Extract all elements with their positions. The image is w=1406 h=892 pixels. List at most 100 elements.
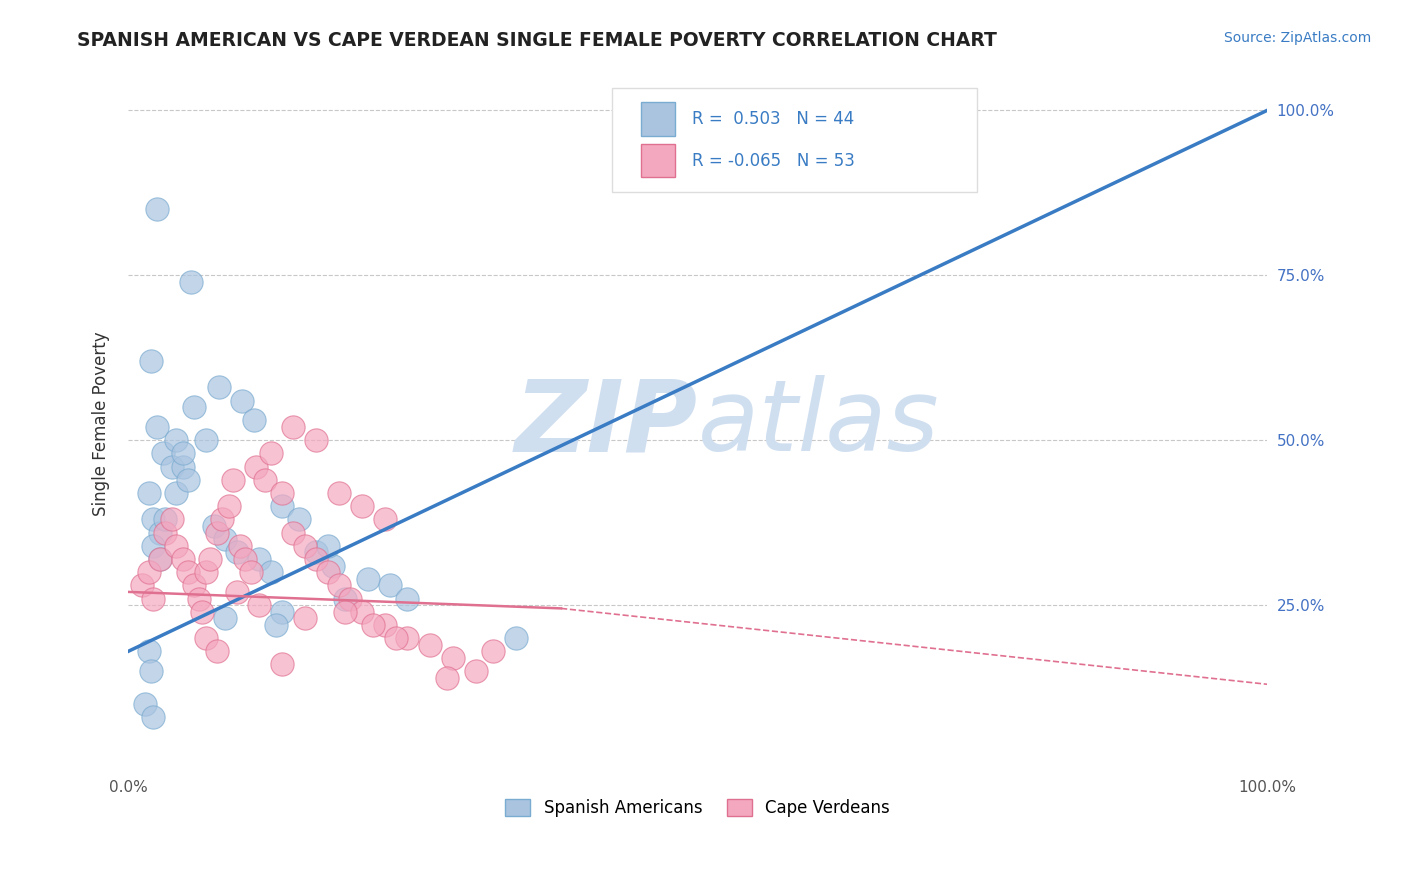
- Point: [233, 552, 256, 566]
- Point: [441, 651, 464, 665]
- Point: [205, 644, 228, 658]
- Text: ZIP: ZIP: [515, 376, 697, 472]
- Point: [374, 512, 396, 526]
- Point: [205, 525, 228, 540]
- Point: [142, 591, 165, 606]
- FancyBboxPatch shape: [641, 103, 675, 136]
- Point: [211, 512, 233, 526]
- Point: [333, 605, 356, 619]
- Point: [165, 434, 187, 448]
- Point: [225, 585, 247, 599]
- Point: [149, 525, 172, 540]
- Point: [305, 545, 328, 559]
- Point: [214, 611, 236, 625]
- Point: [419, 638, 441, 652]
- Point: [361, 618, 384, 632]
- Point: [183, 401, 205, 415]
- Point: [188, 591, 211, 606]
- Point: [350, 605, 373, 619]
- Point: [194, 434, 217, 448]
- Point: [356, 572, 378, 586]
- Point: [160, 512, 183, 526]
- Point: [283, 420, 305, 434]
- Text: SPANISH AMERICAN VS CAPE VERDEAN SINGLE FEMALE POVERTY CORRELATION CHART: SPANISH AMERICAN VS CAPE VERDEAN SINGLE …: [77, 31, 997, 50]
- Point: [339, 591, 361, 606]
- Point: [146, 420, 169, 434]
- Point: [271, 486, 294, 500]
- FancyBboxPatch shape: [641, 144, 675, 178]
- Point: [396, 631, 419, 645]
- Point: [385, 631, 408, 645]
- Point: [141, 664, 163, 678]
- Point: [208, 380, 231, 394]
- Point: [374, 618, 396, 632]
- Point: [247, 598, 270, 612]
- Point: [288, 512, 311, 526]
- Point: [142, 710, 165, 724]
- Point: [131, 578, 153, 592]
- Point: [505, 631, 527, 645]
- Point: [316, 565, 339, 579]
- Point: [138, 644, 160, 658]
- Point: [222, 473, 245, 487]
- Point: [142, 539, 165, 553]
- Point: [149, 552, 172, 566]
- Point: [165, 486, 187, 500]
- Point: [464, 664, 486, 678]
- Point: [172, 552, 194, 566]
- Point: [165, 539, 187, 553]
- Point: [333, 591, 356, 606]
- Point: [260, 565, 283, 579]
- FancyBboxPatch shape: [612, 87, 977, 192]
- Point: [138, 486, 160, 500]
- Point: [316, 539, 339, 553]
- Point: [242, 413, 264, 427]
- Point: [229, 539, 252, 553]
- Y-axis label: Single Female Poverty: Single Female Poverty: [93, 332, 110, 516]
- Point: [231, 393, 253, 408]
- Point: [253, 473, 276, 487]
- Point: [202, 519, 225, 533]
- Point: [141, 354, 163, 368]
- Point: [214, 532, 236, 546]
- Point: [305, 552, 328, 566]
- Point: [172, 446, 194, 460]
- Point: [328, 486, 350, 500]
- Point: [142, 512, 165, 526]
- Point: [328, 578, 350, 592]
- Point: [149, 552, 172, 566]
- Point: [266, 618, 288, 632]
- Point: [138, 565, 160, 579]
- Point: [218, 499, 240, 513]
- Point: [294, 539, 316, 553]
- Point: [260, 446, 283, 460]
- Point: [191, 605, 214, 619]
- Point: [225, 545, 247, 559]
- Point: [176, 473, 198, 487]
- Point: [350, 499, 373, 513]
- Point: [146, 202, 169, 217]
- Point: [183, 578, 205, 592]
- Point: [134, 697, 156, 711]
- Point: [294, 611, 316, 625]
- Point: [194, 631, 217, 645]
- Point: [153, 512, 176, 526]
- Point: [160, 459, 183, 474]
- Point: [200, 552, 222, 566]
- Point: [481, 644, 503, 658]
- Point: [271, 605, 294, 619]
- Point: [152, 446, 174, 460]
- Text: atlas: atlas: [697, 376, 939, 472]
- Point: [436, 671, 458, 685]
- Point: [153, 525, 176, 540]
- Point: [240, 565, 263, 579]
- Point: [194, 565, 217, 579]
- Point: [322, 558, 344, 573]
- Point: [245, 459, 267, 474]
- Point: [305, 434, 328, 448]
- Point: [180, 275, 202, 289]
- Legend: Spanish Americans, Cape Verdeans: Spanish Americans, Cape Verdeans: [499, 792, 897, 824]
- Text: Source: ZipAtlas.com: Source: ZipAtlas.com: [1223, 31, 1371, 45]
- Point: [396, 591, 419, 606]
- Point: [271, 657, 294, 672]
